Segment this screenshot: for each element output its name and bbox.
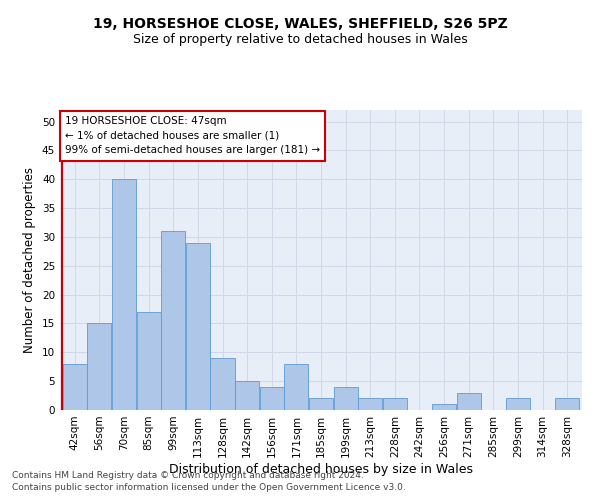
Bar xyxy=(137,312,161,410)
Text: 19 HORSESHOE CLOSE: 47sqm
← 1% of detached houses are smaller (1)
99% of semi-de: 19 HORSESHOE CLOSE: 47sqm ← 1% of detach… xyxy=(65,116,320,156)
Bar xyxy=(334,387,358,410)
Bar xyxy=(88,324,112,410)
Bar xyxy=(358,398,382,410)
Bar xyxy=(284,364,308,410)
Y-axis label: Number of detached properties: Number of detached properties xyxy=(23,167,37,353)
Bar xyxy=(506,398,530,410)
Text: Contains public sector information licensed under the Open Government Licence v3: Contains public sector information licen… xyxy=(12,484,406,492)
Text: 19, HORSESHOE CLOSE, WALES, SHEFFIELD, S26 5PZ: 19, HORSESHOE CLOSE, WALES, SHEFFIELD, S… xyxy=(92,18,508,32)
Text: Size of property relative to detached houses in Wales: Size of property relative to detached ho… xyxy=(133,32,467,46)
Bar xyxy=(457,392,481,410)
Bar xyxy=(186,242,210,410)
Bar xyxy=(161,231,185,410)
Bar xyxy=(309,398,333,410)
Bar xyxy=(260,387,284,410)
Bar xyxy=(112,179,136,410)
Bar xyxy=(63,364,87,410)
Text: Contains HM Land Registry data © Crown copyright and database right 2024.: Contains HM Land Registry data © Crown c… xyxy=(12,471,364,480)
Bar xyxy=(555,398,579,410)
Bar xyxy=(235,381,259,410)
Bar xyxy=(383,398,407,410)
Bar xyxy=(432,404,456,410)
X-axis label: Distribution of detached houses by size in Wales: Distribution of detached houses by size … xyxy=(169,462,473,475)
Bar xyxy=(211,358,235,410)
